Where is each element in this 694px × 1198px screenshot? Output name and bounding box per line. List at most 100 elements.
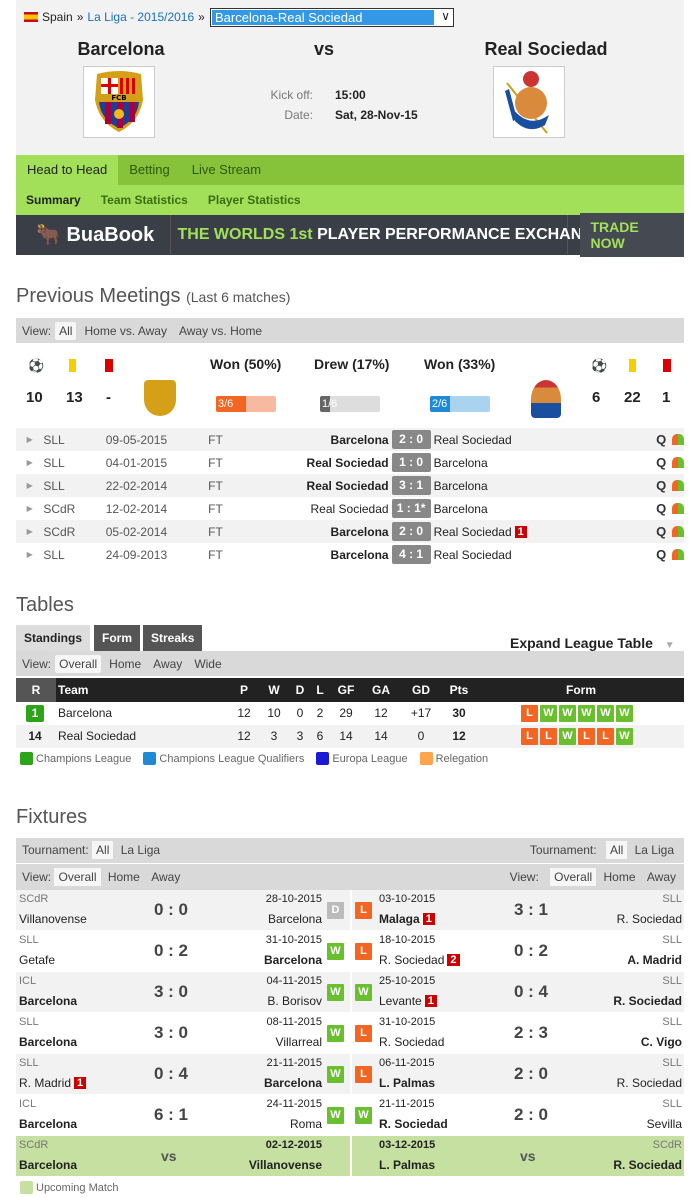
team1[interactable]: Barcelona	[19, 1035, 77, 1049]
meeting-row[interactable]: ▶ SLL 22-02-2014 FT Real Sociedad 3 : 1 Barcel…	[16, 474, 684, 497]
search-icon[interactable]: Q	[656, 501, 667, 516]
col-goals-for[interactable]: GF	[337, 683, 355, 697]
team2-name[interactable]: R. Sociedad	[613, 1158, 682, 1172]
away-fixture-row[interactable]: W 25-10-2015 Levante 1 0 : 4 SLL R. Sociedad	[352, 972, 684, 1012]
away-fixture-row[interactable]: L 18-10-2015 R. Sociedad 2 0 : 2 SLL A. Madrid	[352, 931, 684, 971]
buabook-banner[interactable]: 🐂 BuaBook THE WORLDS 1st PLAYER PERFORMA…	[16, 213, 684, 257]
col-goals-against[interactable]: GA	[372, 683, 390, 697]
expand-league-table[interactable]: Expand League Table ▼	[510, 635, 675, 651]
upcoming-row[interactable]: 03-12-2015 L. Palmas vs SCdR R. Sociedad	[352, 1136, 684, 1176]
view-home-vs-away[interactable]: Home vs. Away	[84, 323, 167, 338]
meeting-row[interactable]: ▶ SLL 09-05-2015 FT Barcelona 2 : 0 Real Socie…	[16, 428, 684, 451]
team2-name[interactable]: Villarreal	[275, 1035, 322, 1049]
team1[interactable]: Levante 1	[379, 994, 437, 1008]
expand-arrow-icon[interactable]: ▶	[26, 550, 33, 559]
col-team[interactable]: Team	[58, 683, 89, 697]
form-W[interactable]: W	[578, 705, 595, 722]
tab-player-statistics[interactable]: Player Statistics	[207, 193, 301, 207]
team2-name[interactable]: Roma	[289, 1117, 322, 1131]
view-overall[interactable]: Overall	[550, 868, 597, 886]
form-W[interactable]: W	[559, 728, 576, 745]
view-wide[interactable]: Wide	[194, 656, 222, 671]
meeting-row[interactable]: ▶ SCdR 05-02-2014 FT Barcelona 2 : 0 Real Soci…	[16, 520, 684, 543]
team1[interactable]: R. Sociedad	[379, 1035, 444, 1049]
team1[interactable]: R. Sociedad	[379, 1117, 448, 1131]
away-team[interactable]: Real Sociedad	[434, 433, 649, 447]
away-team[interactable]: Real Sociedad 1	[434, 525, 649, 539]
team-name[interactable]: Real Sociedad	[58, 729, 137, 743]
score-badge[interactable]: 3 : 1	[391, 476, 431, 495]
team2-name[interactable]: Villanovense	[248, 1158, 322, 1172]
lineups-icon[interactable]	[672, 526, 684, 537]
trade-now-button[interactable]: TRADE NOW	[580, 213, 684, 257]
team1[interactable]: R. Madrid 1	[19, 1076, 87, 1090]
lineups-icon[interactable]	[672, 549, 684, 560]
team2-name[interactable]: R. Sociedad	[613, 994, 682, 1008]
team2-name[interactable]: R. Sociedad	[616, 912, 682, 926]
view-home[interactable]: Home	[603, 870, 636, 884]
home-fixture-row[interactable]: SLL Getafe 0 : 2 31-10-2015 Barcelona W	[16, 931, 350, 971]
away-fixture-row[interactable]: L 31-10-2015 R. Sociedad 2 : 3 SLL C. Vigo	[352, 1013, 684, 1053]
team2-name[interactable]: Barcelona	[263, 1076, 322, 1090]
home-team[interactable]: Barcelona	[330, 524, 389, 539]
meeting-row[interactable]: ▶ SCdR 12-02-2014 FT Real Sociedad 1 : 1* Barc…	[16, 497, 684, 520]
view-away[interactable]: Away	[151, 870, 181, 884]
form-W[interactable]: W	[616, 705, 633, 722]
col-rank[interactable]: R	[16, 678, 56, 702]
col-lost[interactable]: L	[316, 683, 324, 697]
match-select[interactable]: Barcelona-Real Sociedad ∨	[210, 8, 454, 27]
meeting-row[interactable]: ▶ SLL 04-01-2015 FT Real Sociedad 1 : 0 Barcel…	[16, 451, 684, 474]
home-team[interactable]: Real Sociedad	[306, 455, 389, 470]
team2-name[interactable]: C. Vigo	[640, 1035, 682, 1049]
view-home[interactable]: Home	[109, 656, 142, 671]
form-L[interactable]: L	[521, 705, 538, 722]
form-W[interactable]: W	[597, 705, 614, 722]
away-team[interactable]: Barcelona	[434, 502, 649, 516]
team-name[interactable]: Barcelona	[58, 706, 113, 720]
team1[interactable]: Villanovense	[19, 912, 87, 926]
search-icon[interactable]: Q	[656, 455, 667, 470]
view-overall[interactable]: Overall	[55, 654, 102, 673]
home-fixture-row[interactable]: SLL R. Madrid 1 0 : 4 21-11-2015 Barcelona W	[16, 1054, 350, 1094]
away-fixture-row[interactable]: W 21-11-2015 R. Sociedad 2 : 0 SLL Sevilla	[352, 1095, 684, 1135]
form-L[interactable]: L	[521, 728, 538, 745]
team1-name[interactable]: Barcelona	[19, 1158, 78, 1172]
form-W[interactable]: W	[540, 705, 557, 722]
score-badge[interactable]: 1 : 1*	[391, 499, 431, 518]
barcelona-logo[interactable]: FCB	[83, 66, 155, 138]
home-team[interactable]: Barcelona	[330, 432, 389, 447]
team2-name[interactable]: B. Borisov	[267, 994, 322, 1008]
team2-name[interactable]: R. Sociedad	[616, 1076, 682, 1090]
team1-name[interactable]: L. Palmas	[379, 1158, 436, 1172]
col-goal-diff[interactable]: GD	[412, 683, 430, 697]
home-team[interactable]: Barcelona	[330, 547, 389, 562]
expand-arrow-icon[interactable]: ▶	[26, 435, 33, 444]
team2-name[interactable]: Barcelona	[267, 912, 322, 926]
score-badge[interactable]: 2 : 0	[391, 430, 431, 449]
home-team[interactable]: Real Sociedad	[306, 478, 389, 493]
col-form[interactable]: Form	[566, 683, 596, 697]
form-L[interactable]: L	[540, 728, 557, 745]
team2-name[interactable]: Barcelona	[263, 953, 322, 967]
score-badge[interactable]: 1 : 0	[391, 453, 431, 472]
score-badge[interactable]: 2 : 0	[391, 522, 431, 541]
view-home[interactable]: Home	[107, 870, 140, 884]
meeting-row[interactable]: ▶ SLL 24-09-2013 FT Barcelona 4 : 1 Real Socie…	[16, 543, 684, 566]
expand-arrow-icon[interactable]: ▶	[26, 527, 33, 536]
team2-name[interactable]: A. Madrid	[627, 953, 682, 967]
team1[interactable]: Malaga 1	[379, 912, 435, 926]
lineups-icon[interactable]	[672, 480, 684, 491]
real-sociedad-logo[interactable]	[493, 66, 565, 138]
home-fixture-row[interactable]: ICL Barcelona 3 : 0 04-11-2015 B. Borisov W	[16, 972, 350, 1012]
home-fixture-row[interactable]: SCdR Villanovense 0 : 0 28-10-2015 Barcelona…	[16, 890, 350, 930]
home-fixture-row[interactable]: ICL Barcelona 6 : 1 24-11-2015 Roma W	[16, 1095, 350, 1135]
col-won[interactable]: W	[268, 683, 280, 697]
tournament-la-liga[interactable]: La Liga	[634, 843, 674, 857]
team1[interactable]: Barcelona	[19, 1117, 77, 1131]
upcoming-row[interactable]: SCdR Barcelona vs 02-12-2015 Villanovense	[16, 1136, 350, 1176]
tab-streaks[interactable]: Streaks	[143, 625, 203, 651]
search-icon[interactable]: Q	[656, 547, 667, 562]
search-icon[interactable]: Q	[656, 432, 667, 447]
col-played[interactable]: P	[239, 683, 248, 697]
away-team[interactable]: Real Sociedad	[434, 548, 649, 562]
